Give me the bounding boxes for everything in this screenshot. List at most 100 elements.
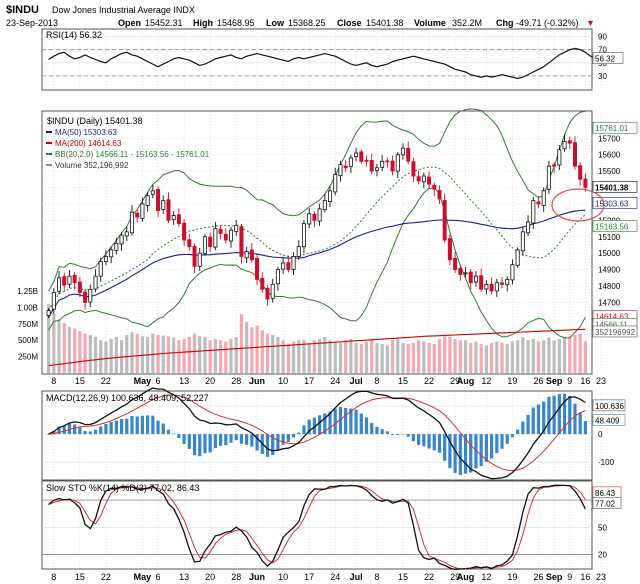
candle-body <box>57 277 62 292</box>
candle-body <box>255 258 260 280</box>
low-value: 15368.25 <box>288 18 326 28</box>
candle-body <box>390 160 395 172</box>
macd-histogram-bar <box>390 434 395 436</box>
candle-body <box>166 199 171 221</box>
candle-body <box>333 173 338 193</box>
ma200-line <box>48 328 586 367</box>
macd-histogram-bar <box>130 415 134 435</box>
volume-bar <box>255 325 259 373</box>
candle-body <box>541 190 546 206</box>
candle-body <box>72 274 77 284</box>
sto-k-line <box>48 484 586 571</box>
volume-bar <box>286 343 290 373</box>
candle-body <box>338 164 343 177</box>
candle-body <box>182 222 187 241</box>
volume-bar <box>203 336 207 373</box>
candle-body <box>552 164 557 167</box>
sto-badge: 77.02 <box>595 500 616 509</box>
candle-body <box>489 283 494 292</box>
header-name: Dow Jones Industrial Average INDX <box>52 5 195 15</box>
candle-body <box>77 281 82 293</box>
volume-bar <box>291 341 296 373</box>
header-symbol: $INDU <box>6 4 39 16</box>
candle-body <box>348 157 353 167</box>
macd-histogram-bar <box>46 434 51 435</box>
candle-body <box>427 176 432 185</box>
volume-bar <box>500 342 504 373</box>
macd-badge-box <box>592 399 626 412</box>
volume-bar <box>463 340 468 373</box>
rsi-badge-box <box>592 52 624 64</box>
volume-bar <box>375 342 379 373</box>
candle-body <box>380 160 385 168</box>
x-tick-label: Aug <box>457 376 475 386</box>
macd-histogram-bar <box>67 423 72 435</box>
candle-body <box>473 275 478 283</box>
macd-histogram-bar <box>57 426 61 435</box>
high-label: High <box>193 18 213 28</box>
volume-bar <box>271 334 275 373</box>
volume-bar <box>46 304 51 373</box>
indicator-lines <box>46 47 597 571</box>
macd-histogram-bar <box>52 430 56 435</box>
candle-body <box>416 176 421 182</box>
volume-bar <box>323 336 327 373</box>
macd-histogram-bar <box>140 415 145 435</box>
macd-histogram-bar <box>526 414 530 435</box>
macd-histogram-bar <box>125 418 129 435</box>
volume-bar <box>411 342 416 373</box>
macd-histogram-bar <box>104 423 108 435</box>
candle-body <box>249 249 254 261</box>
macd-histogram-bar <box>573 403 577 435</box>
x-tick-label: 22 <box>424 376 434 386</box>
x-tick-label: 23 <box>596 376 606 386</box>
volume-bar <box>265 333 270 373</box>
volume-y-tick-label: 1.25B <box>17 287 38 296</box>
candle-body <box>432 184 437 190</box>
volume-bar <box>52 313 56 373</box>
legend-ma50: MA(50) 15303.63 <box>55 128 117 137</box>
sto-badge: 86.43 <box>595 489 616 498</box>
macd-histogram-bar <box>375 426 379 435</box>
x-tick-label: Sep <box>546 376 563 386</box>
volume-y-tick-label: 250M <box>18 353 38 362</box>
volume-bar <box>401 342 405 373</box>
candle-body <box>129 211 135 234</box>
volume-bar <box>458 340 462 373</box>
candle-body <box>286 262 291 270</box>
candle-body <box>228 229 234 242</box>
x-tick-label-bottom: 15 <box>398 572 408 582</box>
macd-histogram-bar <box>328 411 332 435</box>
candle-body <box>505 279 510 286</box>
volume-bar <box>109 338 113 373</box>
rsi-label: RSI(14) 56.32 <box>46 30 102 40</box>
macd-histogram-bar <box>312 417 317 435</box>
candle-body <box>421 175 426 183</box>
macd-histogram-bar <box>349 408 353 435</box>
candle-body <box>510 264 515 281</box>
candle-body <box>176 214 181 225</box>
volume-bar <box>281 340 285 373</box>
volume-bar <box>573 334 577 373</box>
candle-body <box>442 200 447 241</box>
volume-bar <box>166 336 171 373</box>
volume-bar <box>427 342 431 373</box>
x-tick-label: 8 <box>51 376 56 386</box>
volume-bar <box>187 336 191 373</box>
volume-label: Volume <box>414 18 446 28</box>
candle-body <box>562 141 567 150</box>
x-tick-label-bottom: 12 <box>481 572 491 582</box>
volume-bar <box>380 344 384 373</box>
chg-down-arrow-icon: ▼ <box>586 18 595 28</box>
candle-body <box>218 228 223 234</box>
macd-histogram-bar <box>417 434 421 445</box>
price-badge: 15303.63 <box>595 199 629 208</box>
volume-bar <box>516 340 520 373</box>
macd-badge: 100.636 <box>595 402 624 411</box>
volume-bar <box>317 338 322 373</box>
x-tick-label: Jun <box>249 376 265 386</box>
volume-bar <box>135 333 139 373</box>
price-y-tick-label: 14900 <box>598 266 621 275</box>
x-tick-label: 16 <box>580 376 590 386</box>
volume-bar <box>182 338 186 373</box>
